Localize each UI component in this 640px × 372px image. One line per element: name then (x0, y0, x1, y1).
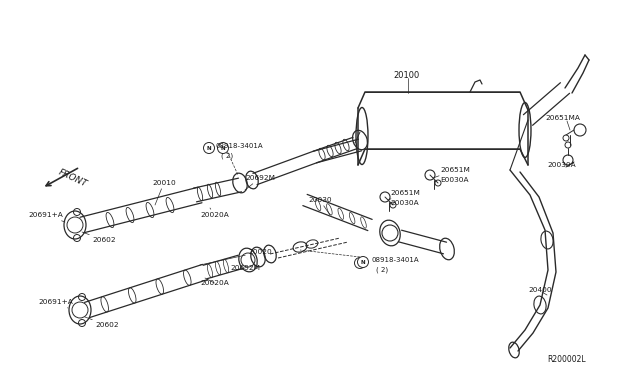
Circle shape (218, 142, 228, 154)
Text: 20400: 20400 (528, 287, 552, 293)
Text: 08918-3401A: 08918-3401A (371, 257, 419, 263)
Text: N: N (221, 145, 225, 151)
Text: 20651MA: 20651MA (545, 115, 580, 121)
Text: N: N (207, 145, 211, 151)
Text: FRONT: FRONT (57, 167, 89, 189)
Text: 20020A: 20020A (200, 208, 228, 218)
Text: 20030A: 20030A (390, 200, 419, 206)
Circle shape (355, 257, 365, 269)
Text: 08918-3401A: 08918-3401A (216, 143, 264, 149)
Text: 20692M: 20692M (245, 175, 275, 190)
Text: 20691+A: 20691+A (28, 212, 65, 222)
Text: N: N (361, 260, 365, 264)
Text: 20100: 20100 (393, 71, 419, 80)
Text: N: N (358, 260, 362, 266)
Text: 20020A: 20020A (200, 278, 228, 286)
Text: ( 2): ( 2) (376, 267, 388, 273)
Text: 20010: 20010 (152, 180, 176, 205)
Text: ( 2): ( 2) (221, 153, 233, 159)
Text: 20602: 20602 (82, 232, 116, 243)
Text: 20602: 20602 (85, 317, 118, 328)
Text: 20030: 20030 (308, 197, 332, 215)
Text: R200002L: R200002L (547, 356, 586, 365)
Text: E0030A: E0030A (440, 177, 468, 183)
Text: 20020: 20020 (200, 249, 272, 265)
Text: 20030A: 20030A (547, 162, 575, 168)
Circle shape (358, 257, 369, 267)
Text: 20692M: 20692M (230, 265, 260, 271)
Circle shape (204, 142, 214, 154)
Text: 20691+A: 20691+A (38, 299, 73, 308)
Text: 20651M: 20651M (388, 190, 420, 200)
Text: 20651M: 20651M (433, 167, 470, 178)
